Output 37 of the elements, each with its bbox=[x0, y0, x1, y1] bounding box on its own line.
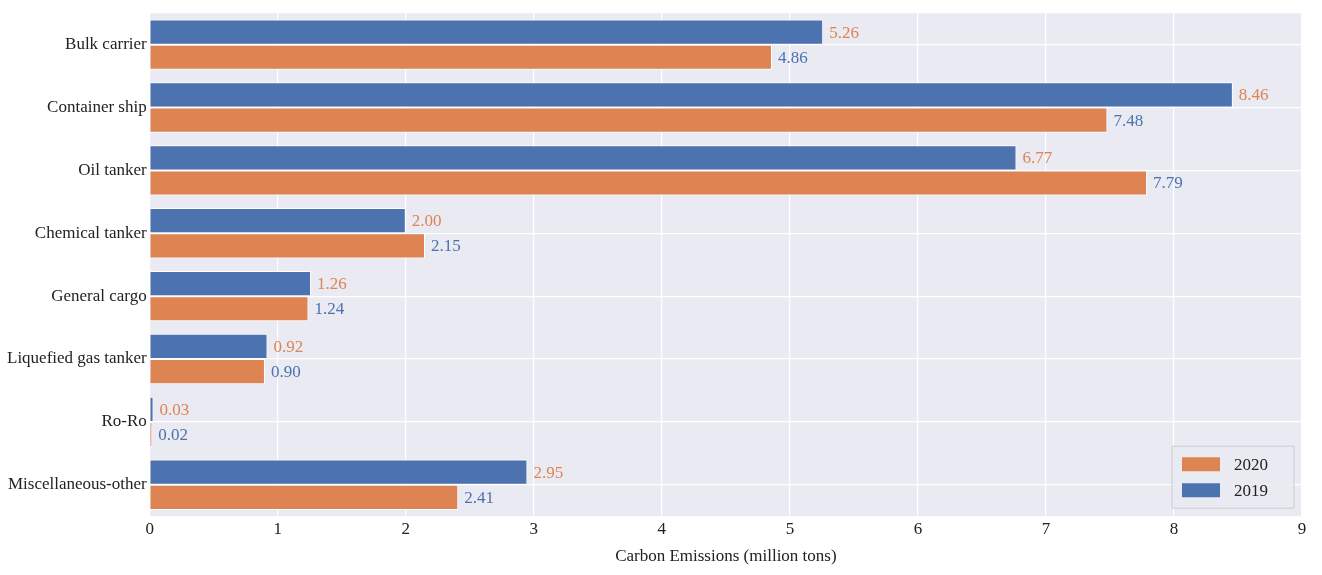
y-tick-label: Liquefied gas tanker bbox=[7, 348, 148, 368]
legend-label: 2019 bbox=[1234, 480, 1268, 500]
y-tick-label: Oil tanker bbox=[78, 159, 148, 179]
x-tick-label: 1 bbox=[273, 518, 282, 538]
x-tick-label: 7 bbox=[1041, 518, 1051, 538]
legend-label: 2020 bbox=[1234, 454, 1268, 474]
data-label: 2.95 bbox=[533, 462, 564, 482]
data-label: 2.00 bbox=[411, 211, 442, 231]
x-tick-label: 8 bbox=[1169, 518, 1179, 538]
data-label: 7.48 bbox=[1113, 110, 1144, 130]
x-tick-label: 4 bbox=[657, 518, 667, 538]
y-tick-label: Ro-Ro bbox=[101, 411, 147, 431]
data-label: 2.41 bbox=[464, 487, 495, 507]
data-label: 7.79 bbox=[1153, 173, 1183, 193]
x-tick-label: 3 bbox=[529, 518, 539, 538]
x-axis-title: Carbon Emissions (million tons) bbox=[615, 546, 837, 566]
data-label: 0.03 bbox=[159, 399, 190, 419]
x-tick-label: 9 bbox=[1297, 518, 1307, 538]
data-label: 5.26 bbox=[829, 22, 859, 42]
y-tick-label: Bulk carrier bbox=[65, 34, 148, 54]
data-label: 1.24 bbox=[314, 299, 345, 319]
y-tick-label: Container ship bbox=[47, 96, 147, 116]
data-label: 0.92 bbox=[273, 336, 304, 356]
data-label: 1.26 bbox=[317, 274, 347, 294]
y-tick-label: Miscellaneous-other bbox=[7, 474, 148, 494]
y-tick-label: Chemical tanker bbox=[34, 222, 148, 242]
x-tick-label: 6 bbox=[913, 518, 923, 538]
y-tick-label: General cargo bbox=[51, 285, 147, 305]
data-label: 2.15 bbox=[430, 236, 461, 256]
x-tick-label: 2 bbox=[401, 518, 411, 538]
data-label: 0.02 bbox=[158, 424, 189, 444]
data-label: 6.77 bbox=[1022, 148, 1053, 168]
data-label: 8.46 bbox=[1238, 85, 1269, 105]
data-label: 4.86 bbox=[777, 47, 808, 67]
x-tick-label: 0 bbox=[145, 518, 154, 538]
data-label: 0.90 bbox=[270, 362, 301, 382]
x-tick-label: 5 bbox=[785, 518, 795, 538]
